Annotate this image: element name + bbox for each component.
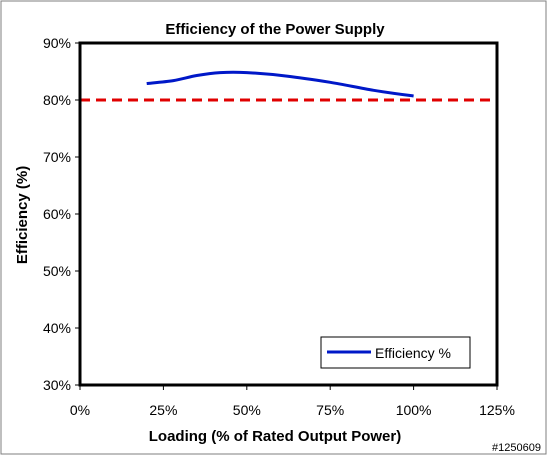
y-axis-label: Efficiency (%) bbox=[14, 166, 31, 264]
y-tick-label: 60% bbox=[43, 206, 71, 222]
y-tick-label: 80% bbox=[43, 92, 71, 108]
series-line-efficiency bbox=[146, 70, 414, 98]
x-tick-label: 75% bbox=[316, 402, 344, 418]
x-tick-label: 25% bbox=[149, 402, 177, 418]
x-tick-label: 100% bbox=[396, 402, 432, 418]
x-axis-label: Loading (% of Rated Output Power) bbox=[149, 428, 401, 445]
y-tick-label: 40% bbox=[43, 320, 71, 336]
y-tick-label: 70% bbox=[43, 149, 71, 165]
y-tick-label: 50% bbox=[43, 263, 71, 279]
legend-box bbox=[320, 336, 471, 369]
y-tick-label: 90% bbox=[43, 35, 71, 51]
x-tick-label: 125% bbox=[479, 402, 515, 418]
legend-label: Efficiency % bbox=[375, 345, 451, 361]
x-tick-label: 50% bbox=[233, 402, 261, 418]
chart-title: Efficiency of the Power Supply bbox=[165, 21, 385, 38]
plot-area: 30% 40% 50% 60% 70% 80% 90% 0% 25% 50% 75% 100% 125% bbox=[43, 35, 515, 418]
image-id-label: #1250609 bbox=[492, 442, 541, 454]
y-tick-label: 30% bbox=[43, 377, 71, 393]
x-tick-label: 0% bbox=[70, 402, 90, 418]
plot-frame bbox=[78, 41, 499, 387]
legend: Efficiency % bbox=[320, 336, 471, 369]
